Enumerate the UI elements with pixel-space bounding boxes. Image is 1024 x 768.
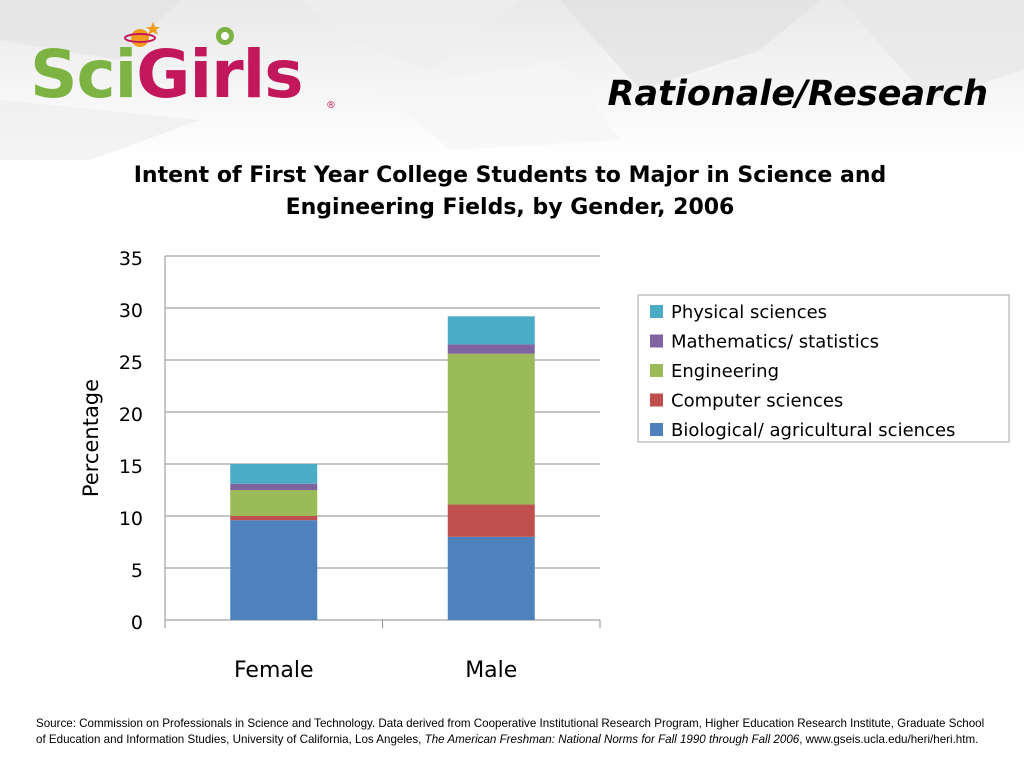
legend-entry: Biological/ agricultural sciences bbox=[671, 420, 955, 441]
legend-swatch bbox=[650, 305, 663, 318]
source-italic-title: The American Freshman: National Norms fo… bbox=[424, 733, 800, 746]
bar-segment bbox=[230, 483, 318, 490]
slide-title: Rationale/Research bbox=[607, 74, 988, 114]
chart-title: Intent of First Year College Students to… bbox=[133, 163, 887, 220]
bar-segment bbox=[230, 464, 318, 484]
bar-segment bbox=[447, 353, 535, 505]
scigirls-logo: SciGirls ® bbox=[30, 22, 350, 118]
source-citation: Source: Commission on Professionals in S… bbox=[36, 716, 996, 748]
y-tick-label: 0 bbox=[131, 612, 143, 634]
source-text: Source: Commission on Professionals in S… bbox=[36, 717, 985, 746]
legend-swatch bbox=[650, 393, 663, 407]
legend-swatch bbox=[650, 334, 663, 348]
y-tick-label: 5 bbox=[131, 560, 143, 582]
bar-segment bbox=[447, 316, 535, 345]
y-tick-label: 35 bbox=[119, 248, 143, 270]
legend-entry: Physical sciences bbox=[671, 302, 827, 323]
source-url: , www.gseis.ucla.edu/heri/heri.htm. bbox=[799, 733, 979, 746]
bar-segment bbox=[230, 490, 318, 516]
legend-entry: Computer sciences bbox=[671, 391, 843, 412]
stacked-bar-chart: 0 5 10 15 20 25 30 35 Percentage Female Male Physic… bbox=[79, 248, 1010, 683]
logo-decoration-icon bbox=[124, 22, 234, 47]
y-tick-label: 20 bbox=[119, 404, 143, 426]
logo-sci: Sci bbox=[30, 36, 137, 113]
y-axis-label: Percentage bbox=[79, 379, 103, 497]
logo-registered-mark: ® bbox=[326, 100, 336, 111]
header-background bbox=[0, 0, 1024, 160]
legend-swatch bbox=[650, 364, 663, 377]
bar-segment bbox=[230, 520, 318, 620]
bar-segment bbox=[447, 344, 535, 354]
x-category-label: Male bbox=[465, 658, 517, 683]
logo-girls: Girls bbox=[136, 36, 303, 113]
bar-segment bbox=[230, 516, 318, 521]
y-tick-label: 25 bbox=[119, 352, 143, 374]
legend-box bbox=[637, 294, 1010, 443]
y-tick-label: 15 bbox=[119, 456, 143, 478]
y-tick-label: 10 bbox=[119, 508, 143, 530]
logo-wordmark: SciGirls bbox=[30, 42, 304, 108]
legend-swatch bbox=[650, 423, 663, 436]
legend-entry: Engineering bbox=[671, 361, 779, 382]
y-tick-label: 30 bbox=[119, 300, 143, 322]
legend-entry: Mathematics/ statistics bbox=[671, 332, 879, 353]
bar-segment bbox=[447, 536, 535, 620]
bar-segment bbox=[447, 504, 535, 537]
x-category-label: Female bbox=[234, 658, 314, 683]
